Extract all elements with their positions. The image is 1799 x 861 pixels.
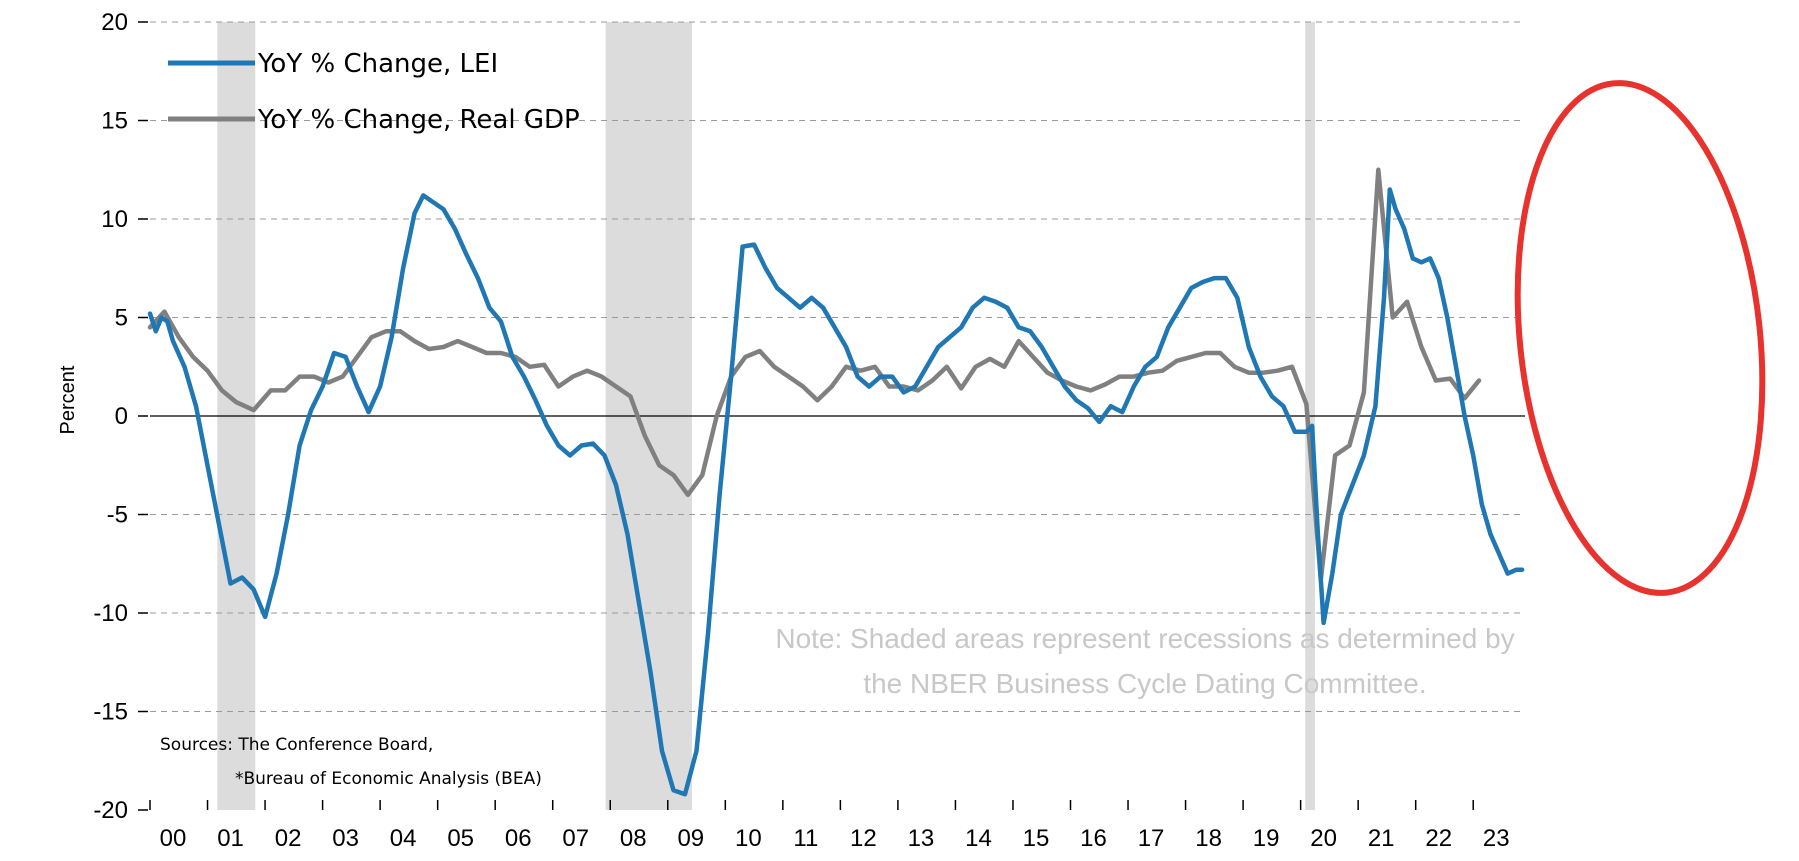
- legend: YoY % Change, LEI YoY % Change, Real GDP: [168, 49, 580, 135]
- x-tick-label: 04: [390, 825, 417, 852]
- y-tick-label: 10: [101, 206, 128, 233]
- x-tick-label: 18: [1195, 825, 1222, 852]
- x-tick-label: 07: [562, 825, 589, 852]
- source-line-2: *Bureau of Economic Analysis (BEA): [235, 769, 542, 789]
- x-tick-label: 05: [447, 825, 474, 852]
- x-tick-label: 00: [160, 825, 187, 852]
- x-tick-label: 09: [677, 825, 704, 852]
- x-tick-label: 20: [1310, 825, 1337, 852]
- note-annotation: Note: Shaded areas represent recessions …: [775, 623, 1514, 699]
- note-line-1: Note: Shaded areas represent recessions …: [775, 623, 1514, 654]
- x-tick-label: 02: [275, 825, 302, 852]
- note-line-2: the NBER Business Cycle Dating Committee…: [863, 668, 1426, 699]
- x-tick-label: 22: [1425, 825, 1452, 852]
- x-tick-label: 23: [1483, 825, 1510, 852]
- x-tick-label: 01: [217, 825, 244, 852]
- x-tick-label: 17: [1138, 825, 1165, 852]
- x-tick-label: 11: [793, 825, 818, 852]
- x-tick-label: 19: [1253, 825, 1280, 852]
- series-lines: [147, 167, 1525, 797]
- axes: 20 15 10 5 0 -5 -10 -15 -20 00 01 02 03 04 05 06 07 08 09 1…: [93, 9, 1509, 852]
- source-annotation: Sources: The Conference Board, *Bureau o…: [160, 735, 542, 789]
- highlight-ellipse: [1514, 80, 1766, 596]
- y-tick-label: -5: [107, 502, 128, 529]
- x-tick-label: 08: [620, 825, 647, 852]
- series-line-lei: [147, 187, 1525, 797]
- x-tick-label: 03: [332, 825, 359, 852]
- x-tick-label: 13: [908, 825, 935, 852]
- y-tick-label: 20: [101, 9, 128, 36]
- y-tick-label: 15: [101, 108, 128, 135]
- y-tick-label: -10: [93, 600, 128, 627]
- x-tick-label: 14: [965, 825, 992, 852]
- y-tick-label: -20: [93, 797, 128, 824]
- x-tick-label: 06: [505, 825, 532, 852]
- source-line-1: Sources: The Conference Board,: [160, 735, 433, 755]
- legend-label-lei: YoY % Change, LEI: [257, 49, 498, 79]
- x-tick-label: 16: [1080, 825, 1107, 852]
- y-tick-label: 5: [115, 305, 128, 332]
- y-tick-label: -15: [93, 699, 128, 726]
- x-tick-label: 21: [1368, 825, 1395, 852]
- x-tick-label: 15: [1023, 825, 1050, 852]
- legend-label-gdp: YoY % Change, Real GDP: [257, 105, 580, 135]
- series-line-gdp: [147, 167, 1482, 582]
- x-tick-label: 12: [850, 825, 877, 852]
- y-tick-label: 0: [115, 403, 128, 430]
- gridlines: [150, 21, 1525, 712]
- x-tick-label: 10: [735, 825, 762, 852]
- y-axis-label: Percent: [57, 365, 79, 434]
